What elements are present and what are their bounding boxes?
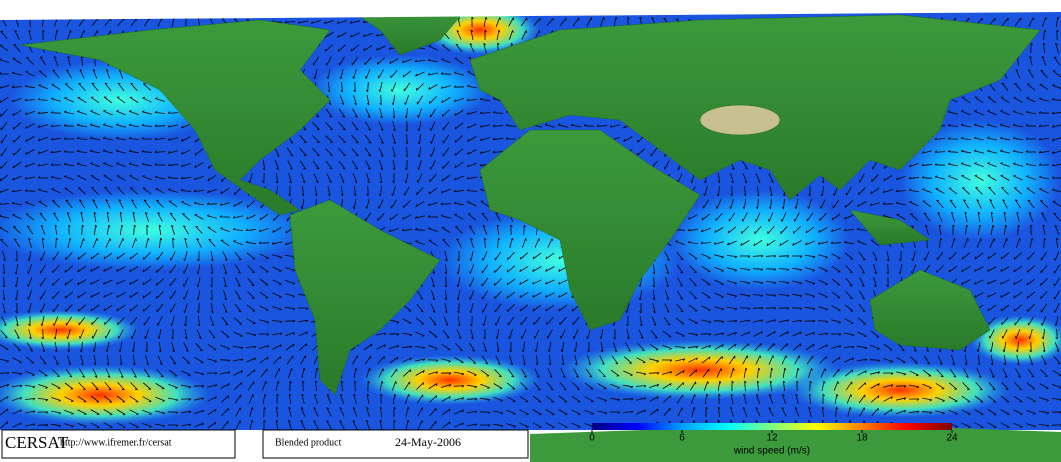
colorbar-label: wind speed (m/s) (733, 446, 810, 457)
colorbar-tick-label: 6 (679, 433, 685, 444)
colorbar-tick-label: 12 (766, 433, 778, 444)
colorbar-ramp (592, 423, 952, 430)
product: Blended product (275, 437, 342, 448)
antarctica (530, 426, 1061, 462)
continents (19, 4, 1041, 396)
product-box (262, 429, 529, 459)
logo-box (1, 429, 236, 459)
colorbar-tick-label: 18 (856, 433, 868, 444)
logo: CERSAT (5, 433, 69, 452)
date: 24-May-2006 (395, 435, 461, 449)
url: http://www.ifremer.fr/cersat (60, 437, 172, 448)
colorbar: wind speed (m/s) 0 6 12 18 24 (589, 423, 958, 457)
colorbar-tick-label: 0 (589, 433, 595, 444)
colorbar-tick-label: 24 (946, 433, 958, 444)
arctic-ice (0, 0, 1061, 20)
